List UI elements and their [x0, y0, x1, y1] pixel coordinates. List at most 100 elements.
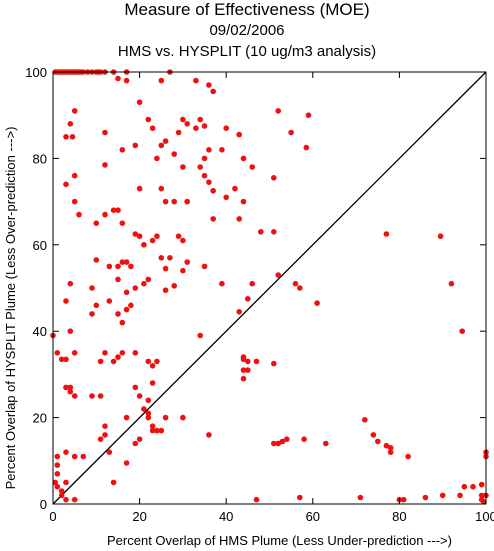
- data-point: [457, 492, 463, 499]
- data-point: [141, 406, 147, 412]
- data-point: [400, 496, 407, 503]
- data-point: [206, 147, 212, 153]
- data-point: [470, 483, 476, 490]
- data-point: [80, 453, 87, 460]
- data-point: [387, 445, 394, 451]
- data-point: [67, 384, 74, 391]
- data-point: [175, 129, 182, 136]
- data-point: [158, 185, 165, 192]
- y-tick-label: 100: [25, 65, 47, 80]
- data-point: [63, 181, 69, 188]
- data-point: [292, 280, 299, 287]
- data-point: [102, 423, 108, 430]
- data-point: [370, 432, 377, 438]
- data-point: [193, 77, 199, 84]
- data-point: [93, 302, 100, 309]
- data-point: [97, 436, 104, 443]
- data-point: [89, 285, 95, 291]
- data-point: [301, 436, 307, 443]
- data-point: [136, 185, 143, 192]
- data-point: [71, 496, 78, 503]
- data-point: [162, 138, 169, 144]
- data-point: [362, 417, 368, 423]
- data-point: [236, 216, 242, 222]
- data-point: [115, 263, 121, 270]
- data-point: [288, 129, 294, 136]
- data-point: [206, 179, 212, 185]
- data-point: [119, 319, 126, 326]
- data-point: [245, 296, 251, 302]
- y-tick-label: 80: [33, 151, 47, 166]
- data-point: [206, 432, 212, 438]
- data-point: [123, 460, 130, 466]
- data-point: [240, 155, 247, 162]
- data-point: [271, 229, 277, 235]
- data-point: [132, 142, 139, 149]
- data-point: [154, 427, 160, 434]
- data-point: [149, 237, 156, 244]
- data-point: [158, 427, 165, 434]
- data-point: [63, 134, 69, 140]
- data-point: [123, 289, 130, 296]
- data-point: [110, 358, 117, 365]
- data-point: [303, 144, 310, 151]
- data-point: [115, 311, 121, 317]
- data-point: [197, 332, 203, 339]
- data-point: [89, 311, 95, 317]
- data-point: [219, 147, 225, 153]
- data-point: [240, 367, 247, 373]
- x-tick-label: 40: [219, 509, 233, 524]
- data-point: [210, 88, 216, 95]
- data-point: [284, 436, 290, 443]
- data-point: [171, 151, 177, 157]
- data-point: [232, 185, 238, 192]
- data-point: [106, 263, 113, 270]
- data-point: [102, 350, 108, 356]
- y-tick-label: 20: [33, 411, 47, 426]
- data-point: [439, 492, 446, 499]
- data-point: [145, 358, 152, 365]
- data-point: [136, 233, 143, 239]
- data-point: [102, 162, 108, 168]
- data-point: [149, 363, 156, 369]
- data-point: [71, 393, 78, 399]
- x-tick-label: 100: [475, 509, 494, 524]
- data-point: [110, 207, 117, 213]
- x-tick-label: 60: [306, 509, 320, 524]
- data-point: [314, 300, 320, 306]
- data-point: [123, 77, 130, 84]
- data-point: [249, 164, 255, 170]
- data-point: [71, 350, 78, 356]
- data-point: [297, 494, 303, 501]
- data-point: [197, 164, 203, 170]
- data-point: [58, 488, 65, 494]
- data-point: [236, 131, 242, 138]
- data-point: [180, 164, 186, 170]
- data-point: [123, 259, 130, 265]
- data-point: [119, 147, 126, 153]
- data-point: [54, 483, 61, 490]
- data-point: [210, 188, 216, 194]
- data-point: [154, 155, 160, 162]
- data-point: [461, 483, 468, 490]
- data-point: [141, 280, 147, 287]
- data-point: [102, 211, 108, 218]
- data-point: [279, 438, 286, 445]
- data-point: [145, 414, 152, 421]
- data-point: [119, 350, 126, 356]
- y-tick-label: 0: [40, 497, 47, 512]
- data-point: [110, 479, 117, 486]
- data-point: [162, 198, 169, 205]
- data-point: [106, 449, 113, 456]
- data-point: [63, 496, 69, 503]
- points-group: [50, 69, 489, 505]
- data-point: [132, 440, 139, 447]
- chart-subtitle-comparison: HMS vs. HYSPLIT (10 ug/m3 analysis): [117, 43, 377, 60]
- data-point: [149, 125, 156, 131]
- data-point: [58, 356, 65, 363]
- data-point: [180, 237, 186, 244]
- data-point: [422, 494, 429, 501]
- data-point: [67, 280, 74, 287]
- data-point: [171, 198, 177, 205]
- data-point: [478, 481, 485, 488]
